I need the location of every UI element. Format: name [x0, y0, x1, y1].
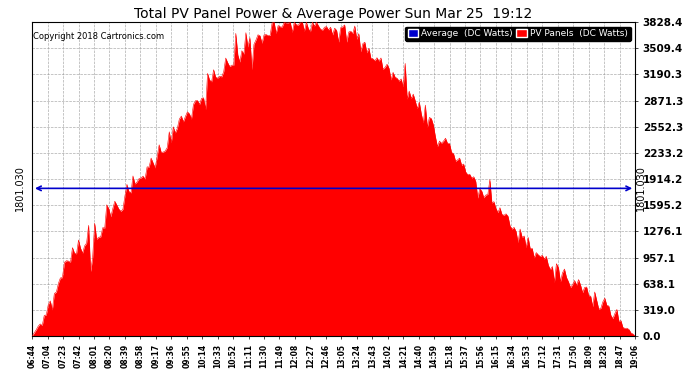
Text: 1801.030: 1801.030 — [15, 165, 26, 211]
Text: Copyright 2018 Cartronics.com: Copyright 2018 Cartronics.com — [33, 32, 164, 40]
Legend: Average  (DC Watts), PV Panels  (DC Watts): Average (DC Watts), PV Panels (DC Watts) — [405, 27, 631, 41]
Title: Total PV Panel Power & Average Power Sun Mar 25  19:12: Total PV Panel Power & Average Power Sun… — [135, 7, 533, 21]
Text: 1801.030: 1801.030 — [636, 165, 647, 211]
